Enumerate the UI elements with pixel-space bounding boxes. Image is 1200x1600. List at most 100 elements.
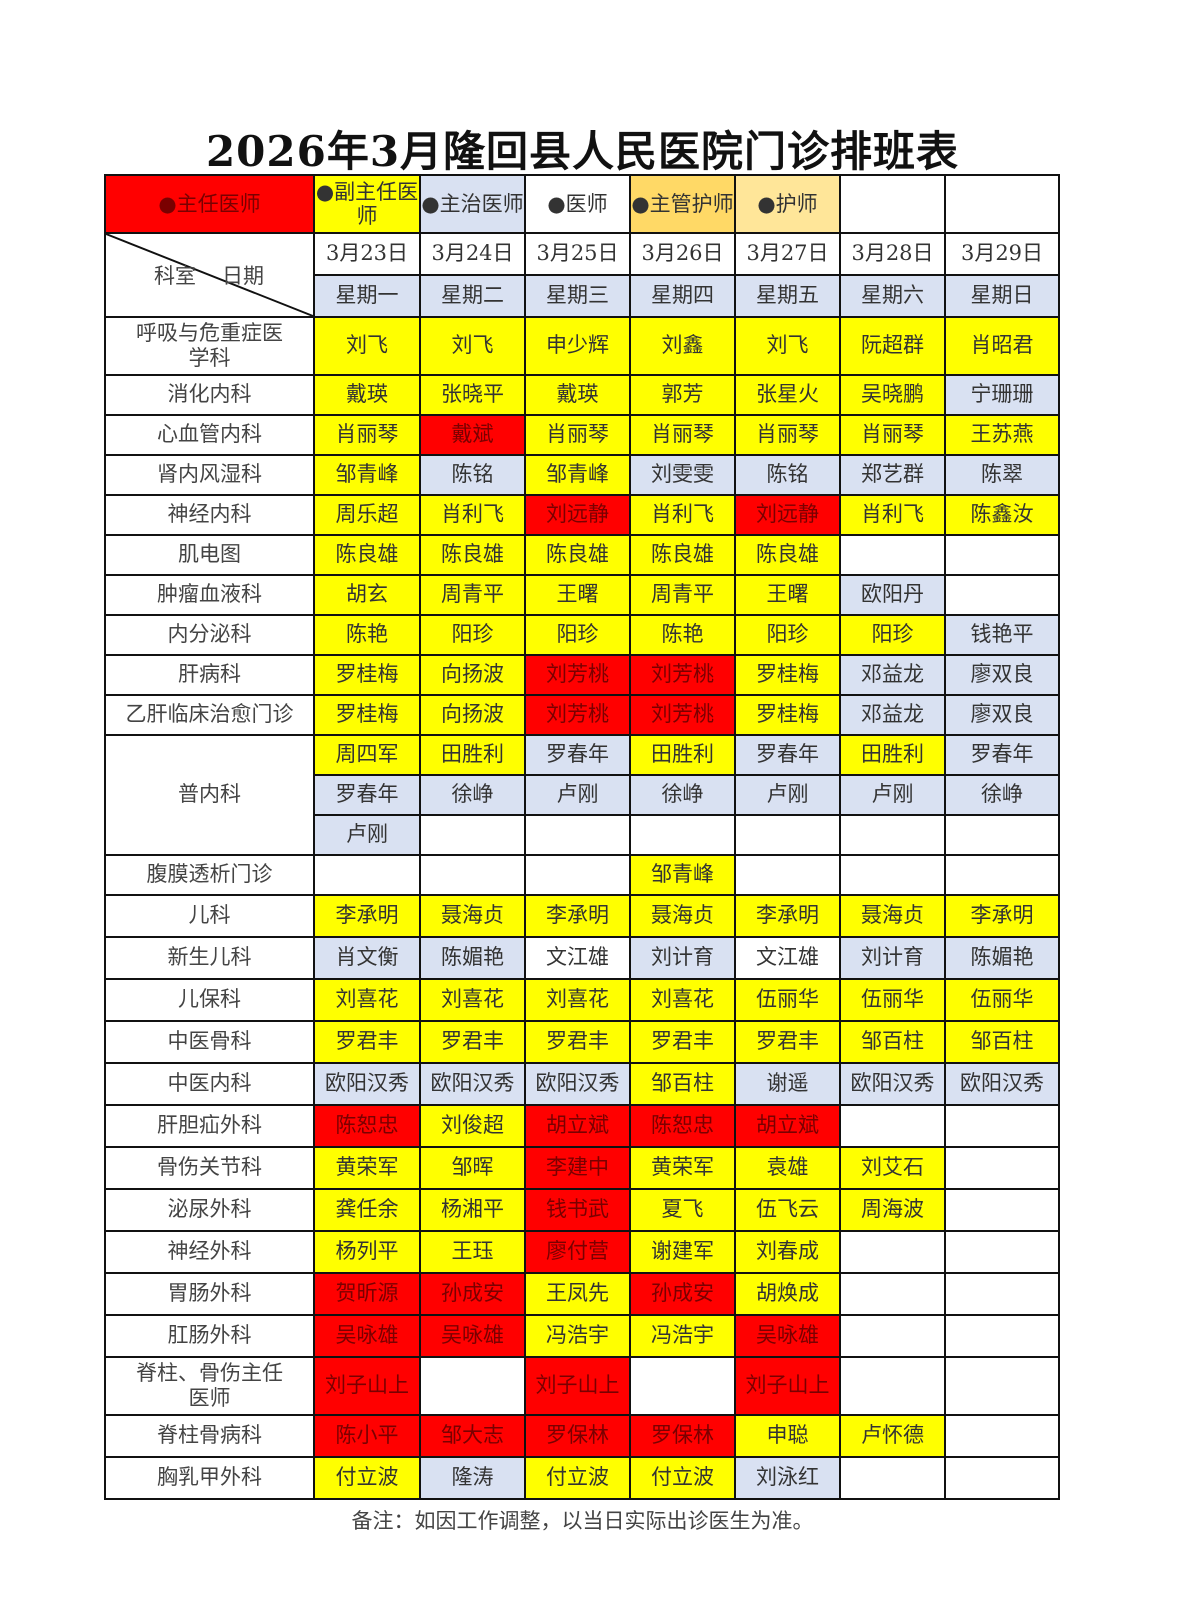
table-row: 乙肝临床治愈门诊 罗桂梅 向扬波 刘芳桃 刘芳桃 罗桂梅 邓益龙 廖双良 — [104, 694, 1060, 736]
doctor-cell: 刘芳桃 — [629, 654, 736, 696]
corner-header: 科室 日期 — [104, 232, 315, 318]
doctor-cell: 刘雯雯 — [629, 454, 736, 496]
weekday-header: 星期日 — [944, 274, 1060, 318]
doctor-cell: 戴斌 — [419, 414, 526, 456]
doctor-cell: 周乐超 — [313, 494, 421, 536]
doctor-cell: 徐峥 — [944, 774, 1060, 816]
corner-label: 科室 日期 — [154, 264, 264, 289]
doctor-cell: 罗保林 — [629, 1414, 736, 1458]
doctor-cell: 卢怀德 — [839, 1414, 946, 1458]
doctor-cell: 罗春年 — [734, 734, 841, 776]
department-name: 神经内科 — [104, 494, 315, 536]
table-row: 中医内科 欧阳汉秀 欧阳汉秀 欧阳汉秀 邹百柱 谢遥 欧阳汉秀 欧阳汉秀 — [104, 1062, 1060, 1106]
schedule-table: ●主任医师 ●副主任医师 ●主治医师 ●医师 ●主管护师 ●护师 科室 日期 3月23日 3月24… — [104, 174, 1060, 1500]
doctor-cell: 罗春年 — [524, 734, 631, 776]
doctor-cell: 伍丽华 — [944, 978, 1060, 1022]
legend-item: ●主任医师 — [104, 174, 315, 234]
doctor-cell: 邹青峰 — [313, 454, 421, 496]
table-row: 泌尿外科 龚任余 杨湘平 钱书武 夏飞 伍飞云 周海波 — [104, 1188, 1060, 1232]
legend-item — [839, 174, 946, 234]
weekday-header: 星期三 — [524, 274, 631, 318]
date-axis-label: 日期 — [222, 264, 264, 288]
doctor-cell: 伍丽华 — [734, 978, 841, 1022]
doctor-cell: 吴咏雄 — [734, 1314, 841, 1358]
table-row: 中医骨科 罗君丰 罗君丰 罗君丰 罗君丰 罗君丰 邹百柱 邹百柱 — [104, 1020, 1060, 1064]
doctor-cell: 王凤先 — [524, 1272, 631, 1316]
table-row: 神经外科 杨列平 王珏 廖付营 谢建军 刘春成 — [104, 1230, 1060, 1274]
doctor-cell: 黄荣军 — [313, 1146, 421, 1190]
doctor-cell: 刘飞 — [313, 316, 421, 376]
doctor-cell: 李承明 — [524, 894, 631, 938]
department-name: 腹膜透析门诊 — [104, 854, 315, 896]
date-header: 3月27日 — [734, 232, 841, 276]
doctor-cell: 刘子山上 — [734, 1356, 841, 1416]
doctor-cell: 刘芳桃 — [629, 694, 736, 736]
doctor-cell: 刘俊超 — [419, 1104, 526, 1148]
department-name: 肝病科 — [104, 654, 315, 696]
dept-axis-label: 科室 — [154, 264, 196, 288]
doctor-cell: 伍飞云 — [734, 1188, 841, 1232]
doctor-cell: 廖付营 — [524, 1230, 631, 1274]
doctor-cell: 陈媚艳 — [944, 936, 1060, 980]
doctor-cell: 田胜利 — [629, 734, 736, 776]
weekday-header: 星期一 — [313, 274, 421, 318]
doctor-cell: 付立波 — [313, 1456, 421, 1500]
table-row: 肝病科 罗桂梅 向扬波 刘芳桃 刘芳桃 罗桂梅 邓益龙 廖双良 — [104, 654, 1060, 696]
department-name: 脊柱、骨伤主任医师 — [104, 1356, 315, 1416]
doctor-cell: 向扬波 — [419, 694, 526, 736]
doctor-cell: 胡玄 — [313, 574, 421, 616]
department-name: 中医内科 — [104, 1062, 315, 1106]
department-name: 新生儿科 — [104, 936, 315, 980]
doctor-cell: 王珏 — [419, 1230, 526, 1274]
doctor-cell: 罗君丰 — [734, 1020, 841, 1064]
weekday-header: 星期六 — [839, 274, 946, 318]
legend-row: ●主任医师 ●副主任医师 ●主治医师 ●医师 ●主管护师 ●护师 — [104, 174, 1060, 234]
doctor-cell: 胡立斌 — [734, 1104, 841, 1148]
doctor-cell: 罗春年 — [944, 734, 1060, 776]
doctor-cell: 伍丽华 — [839, 978, 946, 1022]
doctor-cell: 陈艳 — [313, 614, 421, 656]
department-name: 普内科 — [104, 734, 315, 856]
doctor-cell: 刘喜花 — [524, 978, 631, 1022]
table-row: 新生儿科 肖文衡 陈媚艳 文江雄 刘计育 文江雄 刘计育 陈媚艳 — [104, 936, 1060, 980]
doctor-cell: 肖利飞 — [419, 494, 526, 536]
doctor-cell: 聂海贞 — [629, 894, 736, 938]
doctor-cell: 申聪 — [734, 1414, 841, 1458]
department-name: 肌电图 — [104, 534, 315, 576]
doctor-cell — [944, 854, 1060, 896]
doctor-cell: 黄荣军 — [629, 1146, 736, 1190]
doctor-cell: 周青平 — [419, 574, 526, 616]
doctor-cell — [839, 1456, 946, 1500]
doctor-cell: 陈恕忠 — [313, 1104, 421, 1148]
doctor-cell — [839, 1272, 946, 1316]
doctor-cell: 聂海贞 — [419, 894, 526, 938]
doctor-cell: 李承明 — [313, 894, 421, 938]
doctor-cell: 阳珍 — [734, 614, 841, 656]
doctor-cell: 王曙 — [734, 574, 841, 616]
department-name: 脊柱骨病科 — [104, 1414, 315, 1458]
doctor-cell: 邓益龙 — [839, 694, 946, 736]
doctor-cell — [944, 1272, 1060, 1316]
table-row: 肌电图 陈良雄 陈良雄 陈良雄 陈良雄 陈良雄 — [104, 534, 1060, 576]
doctor-cell: 付立波 — [629, 1456, 736, 1500]
doctor-cell: 刘子山上 — [313, 1356, 421, 1416]
doctor-cell: 阳珍 — [839, 614, 946, 656]
doctor-cell: 陈小平 — [313, 1414, 421, 1458]
weekday-row: 星期一 星期二 星期三 星期四 星期五 星期六 星期日 — [105, 274, 1060, 318]
doctor-cell — [524, 814, 631, 856]
doctor-cell: 陈良雄 — [734, 534, 841, 576]
table-row: 肝胆疝外科 陈恕忠 刘俊超 胡立斌 陈恕忠 胡立斌 — [104, 1104, 1060, 1148]
doctor-cell: 夏飞 — [629, 1188, 736, 1232]
doctor-cell: 阳珍 — [524, 614, 631, 656]
doctor-cell: 罗桂梅 — [734, 654, 841, 696]
doctor-cell: 王曙 — [524, 574, 631, 616]
doctor-cell: 陈良雄 — [419, 534, 526, 576]
doctor-cell: 吴晓鹏 — [839, 374, 946, 416]
diagonal-divider — [107, 235, 312, 315]
department-name: 乙肝临床治愈门诊 — [104, 694, 315, 736]
doctor-cell: 徐峥 — [629, 774, 736, 816]
doctor-cell: 陈良雄 — [313, 534, 421, 576]
doctor-cell: 欧阳汉秀 — [524, 1062, 631, 1106]
doctor-cell: 刘喜花 — [419, 978, 526, 1022]
doctor-cell — [629, 1356, 736, 1416]
